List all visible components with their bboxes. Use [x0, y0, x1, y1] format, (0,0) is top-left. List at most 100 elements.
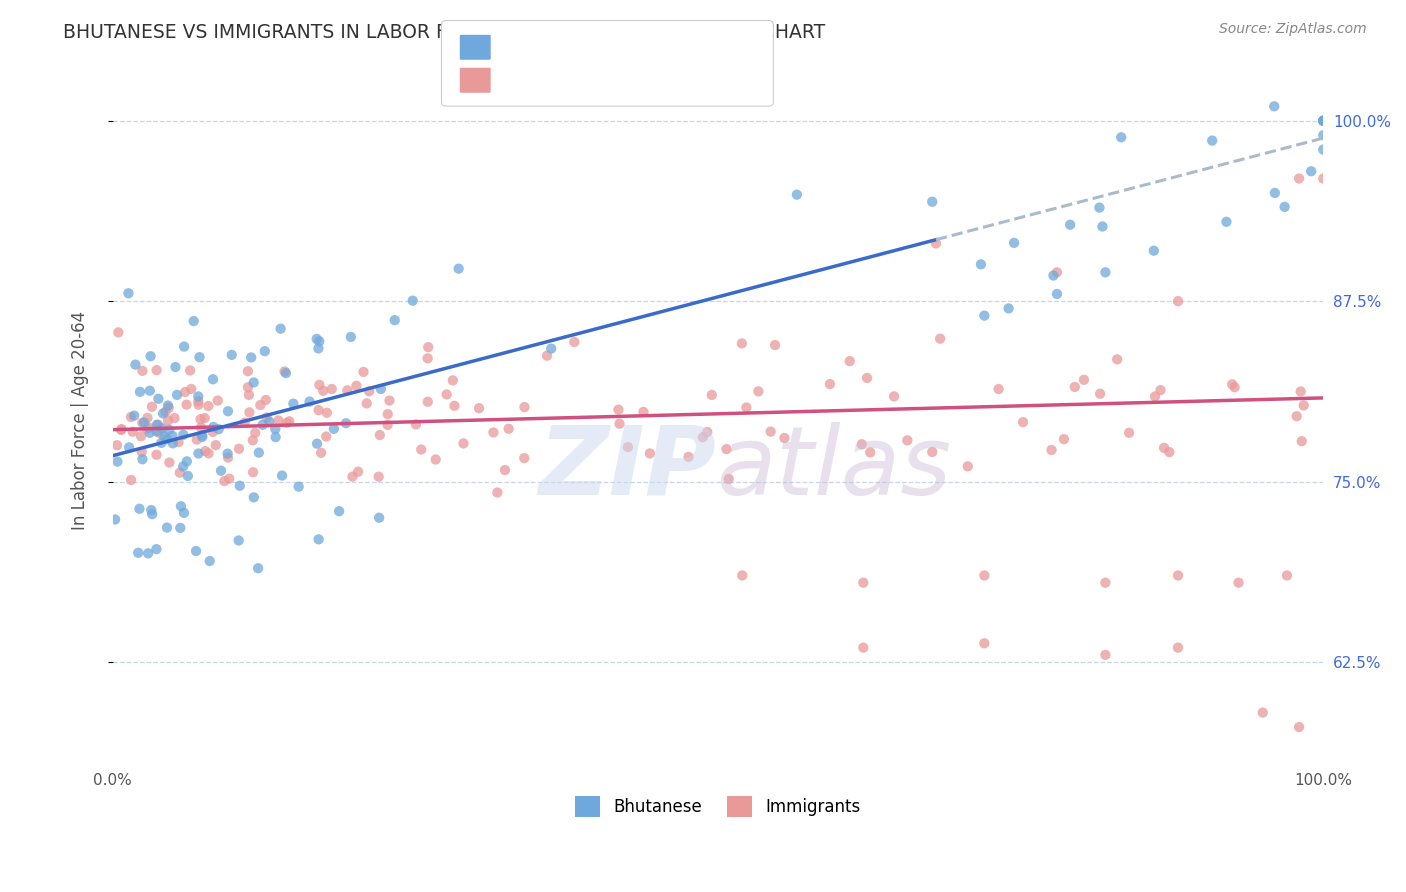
Point — [1088, 201, 1111, 215]
Point — [1312, 113, 1334, 128]
Text: N =: N = — [623, 36, 657, 54]
Point — [359, 384, 381, 399]
Point — [107, 326, 129, 340]
Point — [110, 423, 132, 437]
Point — [1107, 352, 1129, 367]
Point — [921, 445, 943, 459]
Point — [129, 384, 152, 399]
Point — [1227, 575, 1250, 590]
Point — [367, 469, 389, 483]
Point — [264, 422, 287, 436]
Point — [973, 309, 995, 323]
Point — [536, 349, 558, 363]
Point — [283, 397, 305, 411]
Point — [852, 640, 875, 655]
Point — [145, 542, 167, 557]
Point — [1167, 640, 1189, 655]
Point — [1153, 441, 1175, 455]
Point — [335, 416, 357, 430]
Point — [187, 446, 209, 460]
Point — [173, 506, 195, 520]
Point — [209, 464, 232, 478]
Point — [252, 417, 274, 432]
Point — [425, 452, 447, 467]
Point — [124, 358, 146, 372]
Point — [186, 433, 208, 447]
Point — [174, 385, 197, 400]
Point — [122, 409, 145, 423]
Point — [328, 504, 350, 518]
Point — [201, 372, 224, 386]
Point — [157, 401, 180, 415]
Point — [1042, 268, 1064, 283]
Point — [254, 392, 277, 407]
Point — [411, 442, 433, 457]
Text: R =: R = — [503, 36, 536, 54]
Point — [131, 416, 153, 430]
Point — [131, 445, 153, 459]
Point — [107, 454, 129, 468]
Point — [270, 321, 292, 335]
Point — [156, 399, 179, 413]
Point — [1159, 445, 1181, 459]
Point — [513, 451, 536, 466]
Point — [344, 379, 367, 393]
Point — [228, 533, 250, 548]
Point — [416, 351, 439, 366]
Point — [308, 334, 330, 349]
Text: BHUTANESE VS IMMIGRANTS IN LABOR FORCE | AGE 20-64 CORRELATION CHART: BHUTANESE VS IMMIGRANTS IN LABOR FORCE |… — [63, 22, 825, 42]
Point — [146, 417, 169, 432]
Point — [242, 465, 264, 479]
Point — [242, 434, 264, 448]
Point — [929, 332, 952, 346]
Point — [308, 533, 330, 547]
Point — [135, 422, 157, 436]
Point — [1264, 186, 1286, 200]
Point — [138, 420, 160, 434]
Point — [418, 340, 440, 354]
Point — [1046, 287, 1069, 301]
Point — [859, 445, 882, 459]
Point — [118, 441, 141, 455]
Point — [513, 400, 536, 414]
Point — [247, 445, 270, 459]
Point — [1291, 434, 1313, 449]
Point — [368, 510, 391, 524]
Point — [136, 410, 159, 425]
Point — [129, 429, 152, 443]
Point — [153, 430, 176, 444]
Point — [131, 364, 153, 378]
Point — [925, 236, 948, 251]
Point — [678, 450, 700, 464]
Point — [1094, 648, 1116, 662]
Point — [236, 380, 259, 394]
Point — [494, 463, 516, 477]
Point — [217, 404, 239, 418]
Point — [956, 459, 979, 474]
Point — [1301, 164, 1323, 178]
Point — [1285, 409, 1308, 424]
Point — [347, 465, 370, 479]
Point — [441, 373, 464, 387]
Point — [204, 438, 226, 452]
Point — [145, 363, 167, 377]
Point — [132, 416, 155, 430]
Point — [1073, 373, 1095, 387]
Point — [150, 435, 173, 450]
Point — [256, 410, 278, 425]
Point — [229, 479, 252, 493]
Point — [731, 336, 754, 351]
Point — [191, 428, 214, 442]
Text: 157: 157 — [669, 70, 706, 88]
Point — [700, 388, 723, 402]
Point — [240, 351, 263, 365]
Point — [176, 454, 198, 468]
Point — [1263, 99, 1285, 113]
Point — [228, 442, 250, 456]
Point — [308, 403, 330, 417]
Point — [188, 350, 211, 364]
Point — [157, 456, 180, 470]
Point — [1118, 425, 1140, 440]
Text: ZIP: ZIP — [538, 422, 716, 515]
Point — [342, 469, 364, 483]
